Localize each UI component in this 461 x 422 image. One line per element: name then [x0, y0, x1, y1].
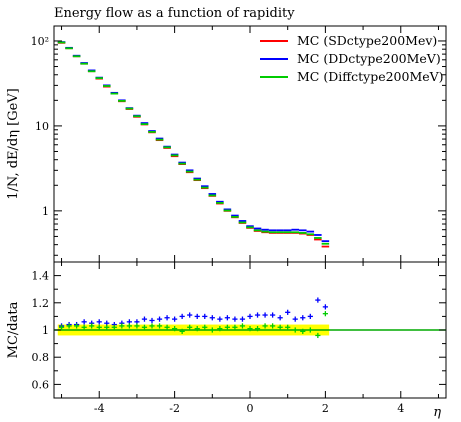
legend-label-sd: MC (SDctype200Mev) — [297, 33, 437, 48]
ratio-y-tick-label: 1.4 — [32, 270, 50, 283]
series-2 — [57, 41, 330, 245]
ratio-y-tick-label: 0.6 — [32, 378, 50, 391]
main-series — [57, 41, 330, 248]
y-axis-label: 1/N, dE/dη [GeV] — [6, 88, 21, 200]
ratio-series — [58, 297, 328, 339]
x-tick-label: 4 — [397, 402, 404, 415]
ratio-series-1 — [58, 311, 328, 339]
y-tick-label: 10² — [31, 35, 49, 48]
legend-label-dd: MC (DDctype200MeV) — [297, 51, 441, 66]
series-1 — [57, 41, 330, 243]
legend: MC (SDctype200Mev) MC (DDctype200MeV) MC… — [260, 33, 444, 84]
x-tick-label: -4 — [94, 402, 105, 415]
x-axis-label: η — [433, 405, 441, 420]
y-tick-label: 10 — [35, 120, 49, 133]
ratio-y-axis-label: MC/data — [6, 301, 21, 358]
x-tick-label: 0 — [247, 402, 254, 415]
ratio-y-tick-label: 1 — [42, 324, 49, 337]
legend-label-diff: MC (Diffctype200MeV) — [297, 69, 444, 84]
series-0 — [57, 41, 330, 248]
ratio-y-tick-label: 1.2 — [32, 297, 50, 310]
x-tick-label: 2 — [322, 402, 329, 415]
x-tick-label: -2 — [169, 402, 180, 415]
axes: -4 -2 0 2 4 10² 10 1 1.4 1.2 1 0.8 0.6 — [31, 26, 446, 415]
y-tick-label: 1 — [42, 205, 49, 218]
chart-title: Energy flow as a function of rapidity — [54, 6, 295, 21]
ratio-y-tick-label: 0.8 — [32, 351, 50, 364]
ratio-series-0 — [58, 297, 328, 329]
